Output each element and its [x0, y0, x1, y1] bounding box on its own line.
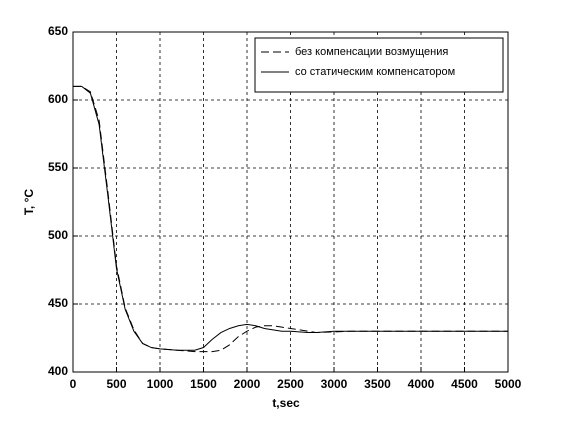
y-tick-label: 600 — [48, 92, 68, 106]
x-tick-label: 3500 — [364, 377, 391, 391]
y-tick-label: 450 — [48, 296, 68, 310]
x-tick-label: 4500 — [451, 377, 478, 391]
y-tick-label: 650 — [48, 24, 68, 38]
plot-frame — [72, 31, 509, 373]
legend-label: без компенсации возмущения — [295, 46, 448, 58]
x-tick-label: 2500 — [277, 377, 304, 391]
legend-label: со статическим компенсатором — [295, 66, 455, 78]
x-axis-label: t,sec — [272, 396, 300, 410]
x-tick-label: 1000 — [147, 377, 174, 391]
y-axis-label: T, °C — [22, 189, 36, 215]
x-tick-label: 5000 — [495, 377, 522, 391]
x-tick-label: 0 — [70, 377, 77, 391]
legend-box — [254, 37, 504, 93]
x-tick-label: 4000 — [408, 377, 435, 391]
x-tick-label: 2000 — [234, 377, 261, 391]
x-tick-label: 1500 — [190, 377, 217, 391]
y-tick-label: 550 — [48, 160, 68, 174]
x-tick-label: 3000 — [321, 377, 348, 391]
y-tick-label: 400 — [48, 364, 68, 378]
y-tick-label: 500 — [48, 228, 68, 242]
series-line — [73, 85, 508, 351]
x-tick-label: 500 — [106, 377, 126, 391]
